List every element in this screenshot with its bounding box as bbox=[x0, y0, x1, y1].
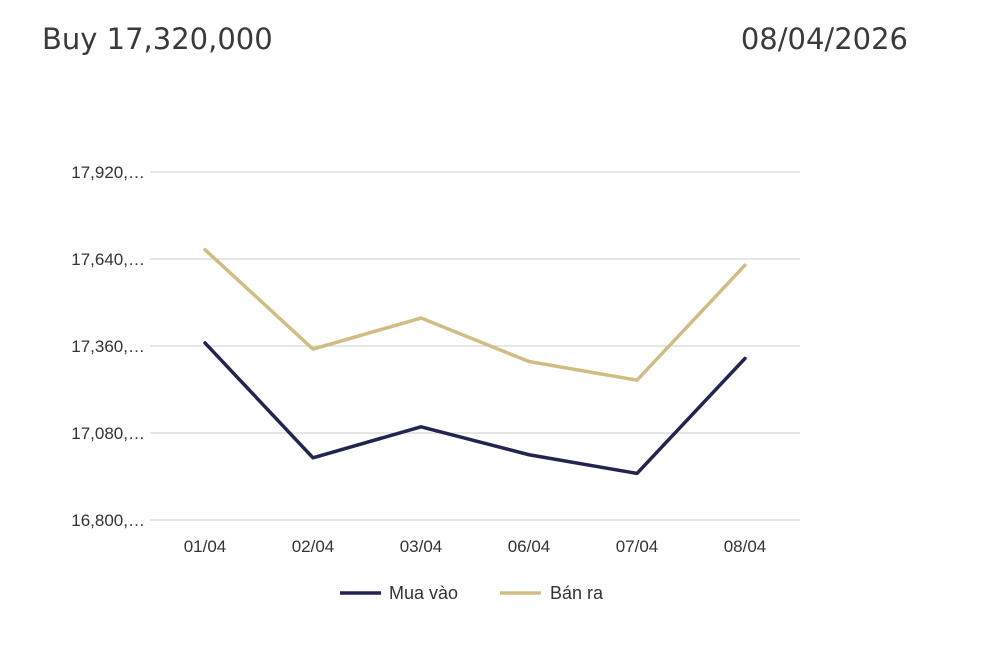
legend-label: Mua vào bbox=[389, 583, 458, 603]
x-tick-label: 01/04 bbox=[184, 537, 227, 556]
x-tick-label: 03/04 bbox=[400, 537, 443, 556]
y-tick-label: 17,360,… bbox=[71, 337, 145, 356]
series-line-buy bbox=[203, 341, 747, 476]
x-tick-label: 07/04 bbox=[616, 537, 659, 556]
chart-header: Buy 17,320,000 08/04/2026 bbox=[0, 0, 996, 90]
legend-label: Bán ra bbox=[550, 583, 604, 603]
y-tick-label: 17,640,… bbox=[71, 250, 145, 269]
y-tick-label: 16,800,… bbox=[71, 511, 145, 530]
date-label: 08/04/2026 bbox=[740, 22, 908, 56]
buy-price-label: Buy 17,320,000 bbox=[42, 22, 273, 56]
series-line-sell bbox=[203, 247, 747, 382]
x-tick-label: 02/04 bbox=[292, 537, 335, 556]
y-tick-label: 17,920,… bbox=[71, 163, 145, 182]
y-tick-label: 17,080,… bbox=[71, 424, 145, 443]
x-tick-label: 08/04 bbox=[724, 537, 767, 556]
x-tick-label: 06/04 bbox=[508, 537, 551, 556]
